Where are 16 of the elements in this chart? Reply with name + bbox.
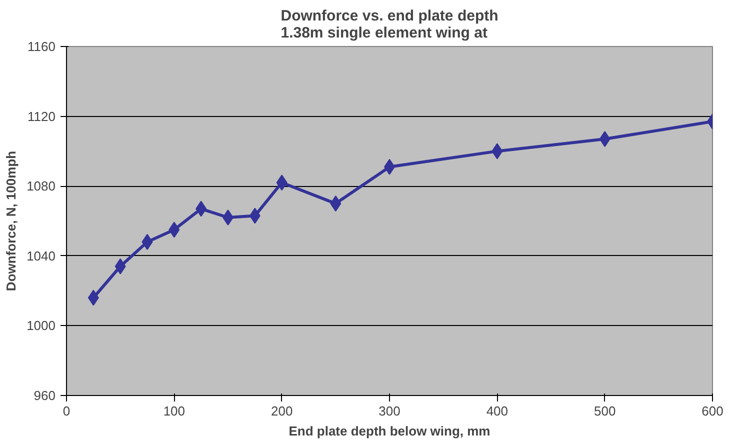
y-tick-label: 1000	[26, 318, 56, 334]
y-tick-label: 1120	[28, 108, 56, 124]
chart-title: Downforce vs. end plate depth 1.38m single element wing at	[280, 8, 498, 42]
x-tick-label: 400	[486, 404, 508, 418]
y-tick-label: 1040	[26, 248, 56, 264]
x-axis-title: End plate depth below wing, mm	[288, 424, 490, 438]
x-tick-label: 600	[702, 404, 724, 418]
x-tick-label: 200	[270, 404, 293, 418]
y-axis-title: Downforce, N, 100mph	[4, 150, 19, 292]
x-tick-label: 100	[163, 404, 186, 418]
x-tick-label: 300	[378, 404, 400, 418]
y-tick-label: 1080	[26, 178, 56, 194]
x-tick-label: 0	[62, 404, 70, 418]
y-tick-label: 960	[34, 388, 56, 403]
y-tick-label: 1160	[28, 39, 56, 54]
x-tick-label: 500	[594, 404, 616, 418]
